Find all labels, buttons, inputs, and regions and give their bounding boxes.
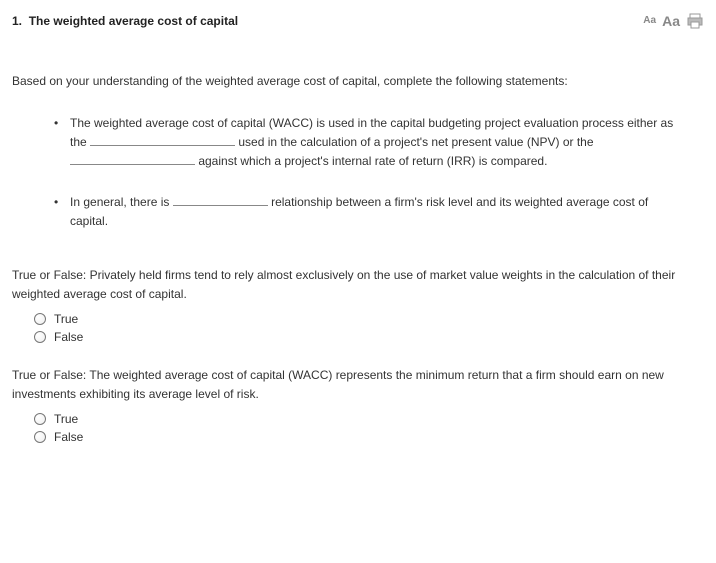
intro-text: Based on your understanding of the weigh… xyxy=(12,72,704,91)
radio-group: True False xyxy=(12,310,704,346)
radio-option-true[interactable]: True xyxy=(34,410,704,428)
text-size-small-icon[interactable]: Aa xyxy=(643,13,656,29)
radio-icon xyxy=(34,313,46,325)
true-false-question: True or False: Privately held firms tend… xyxy=(12,266,704,346)
radio-label: True xyxy=(54,310,78,328)
fill-blank[interactable] xyxy=(90,134,235,146)
list-item: In general, there is relationship betwee… xyxy=(70,193,704,231)
statement-text: used in the calculation of a project's n… xyxy=(235,135,594,149)
radio-label: False xyxy=(54,428,83,446)
question-header: 1. The weighted average cost of capital … xyxy=(12,10,704,32)
radio-option-false[interactable]: False xyxy=(34,428,704,446)
question-title: 1. The weighted average cost of capital xyxy=(12,12,238,31)
statement-text: In general, there is xyxy=(70,195,173,209)
radio-icon xyxy=(34,331,46,343)
fill-blank[interactable] xyxy=(173,194,268,206)
radio-label: True xyxy=(54,410,78,428)
statement-list: The weighted average cost of capital (WA… xyxy=(12,114,704,232)
radio-icon xyxy=(34,431,46,443)
radio-option-false[interactable]: False xyxy=(34,328,704,346)
radio-label: False xyxy=(54,328,83,346)
true-false-question: True or False: The weighted average cost… xyxy=(12,366,704,446)
radio-icon xyxy=(34,413,46,425)
radio-group: True False xyxy=(12,410,704,446)
question-number: 1. xyxy=(12,14,22,28)
fill-blank[interactable] xyxy=(70,153,195,165)
statement-text: against which a project's internal rate … xyxy=(195,154,547,168)
question-title-text: The weighted average cost of capital xyxy=(29,14,238,28)
tf-prompt: True or False: Privately held firms tend… xyxy=(12,266,704,304)
radio-option-true[interactable]: True xyxy=(34,310,704,328)
text-size-large-icon[interactable]: Aa xyxy=(662,10,680,32)
header-tools: Aa Aa xyxy=(643,10,704,32)
print-icon[interactable] xyxy=(686,13,704,29)
list-item: The weighted average cost of capital (WA… xyxy=(70,114,704,172)
tf-prompt: True or False: The weighted average cost… xyxy=(12,366,704,404)
